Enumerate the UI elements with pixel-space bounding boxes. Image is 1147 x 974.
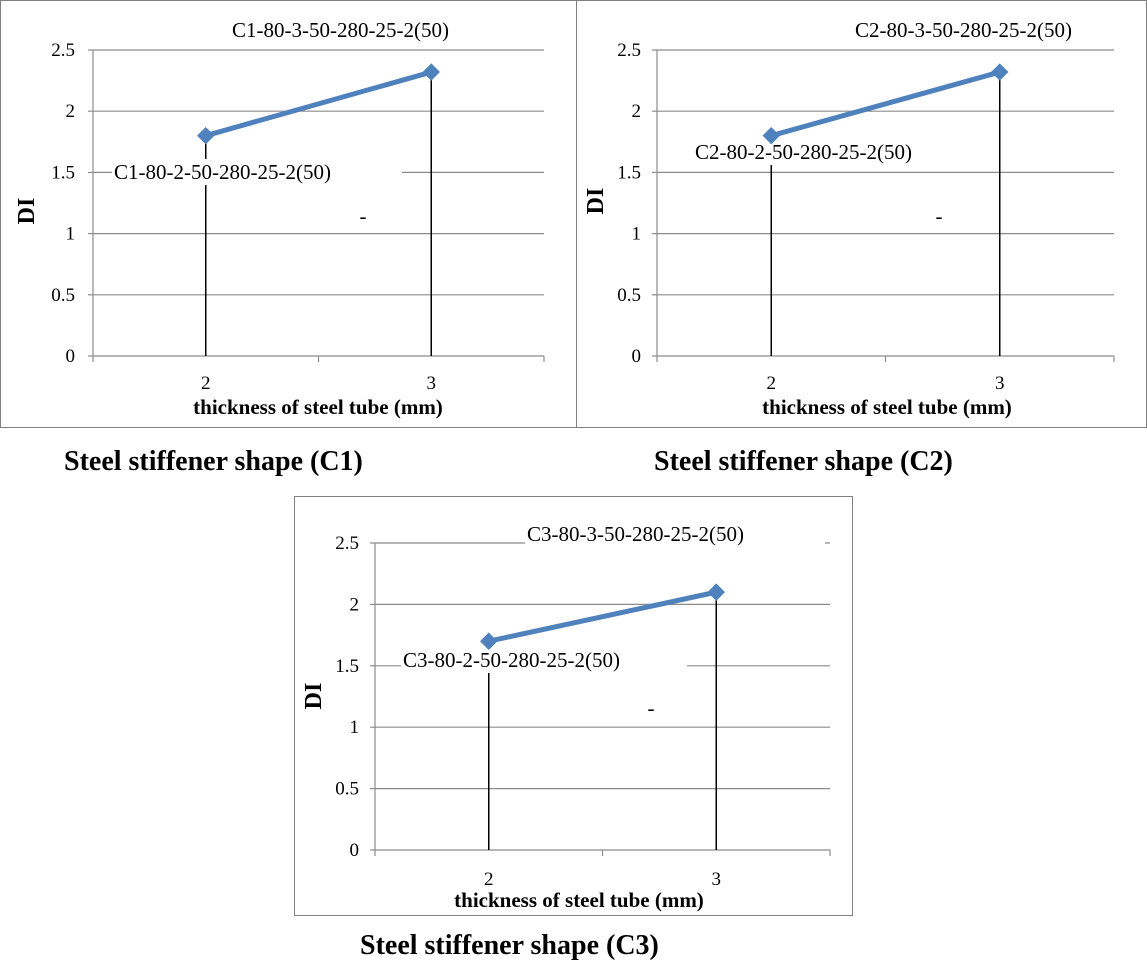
data-point-marker: [197, 126, 215, 145]
y-tick-label: 0: [350, 840, 360, 861]
x-tick-label: 2: [484, 869, 494, 890]
y-tick-label: 2.5: [335, 533, 359, 554]
y-tick-label: 1.5: [51, 162, 75, 183]
x-tick-label: 2: [767, 373, 777, 394]
chart-c2-caption: Steel stiffener shape (C2): [654, 446, 953, 477]
y-tick-label: 2: [350, 594, 360, 615]
data-point-marker: [991, 63, 1009, 81]
y-tick-label: 1: [632, 224, 642, 245]
data-label: C2-80-3-50-280-25-2(50): [855, 18, 1072, 42]
data-label-background: [853, 17, 1145, 43]
data-point-marker: [422, 63, 440, 81]
annotation: -: [648, 696, 655, 720]
y-tick-label: 1.5: [617, 162, 641, 183]
y-tick-label: 2: [632, 101, 642, 122]
series-line: [768, 69, 1003, 139]
x-tick-label: 3: [427, 373, 437, 394]
data-label: C2-80-2-50-280-25-2(50): [695, 140, 912, 164]
x-axis-title: thickness of steel tube (mm): [454, 888, 704, 912]
data-point-marker: [480, 632, 498, 650]
chart-c1-frame: 0 0.5 1 1.5 2 2.5 C1-80-2-50-280-25-2(50) C1-80…: [0, 0, 577, 428]
series-line: [203, 69, 434, 139]
chart-c2-frame: 0 0.5 1 1.5 2 2.5 C2-80-2-50-280-25-2(50) C2-80…: [576, 0, 1147, 428]
y-tick-label: 2.5: [51, 40, 75, 61]
annotation: -: [360, 204, 367, 228]
data-label-background: [693, 139, 977, 165]
y-tick-label: 0.5: [617, 285, 641, 306]
chart-c1-svg: 0 0.5 1 1.5 2 2.5 C1-80-2-50-280-25-2(50) C1-80…: [14, 17, 545, 419]
y-tick-label: 1.5: [335, 656, 359, 677]
x-tick-label: 2: [201, 373, 211, 394]
y-tick-label: 1: [350, 717, 360, 738]
y-axis-title: DI: [301, 683, 327, 710]
x-axis-title: thickness of steel tube (mm): [762, 395, 1012, 419]
data-label-background: [230, 17, 522, 43]
data-label: C3-80-2-50-280-25-2(50): [403, 648, 620, 672]
y-tick-label: 0: [632, 346, 642, 367]
y-tick-label: 2.5: [617, 40, 641, 61]
data-point-marker: [762, 126, 780, 145]
data-label-background: [525, 521, 825, 547]
chart-c2-svg: 0 0.5 1 1.5 2 2.5 C2-80-2-50-280-25-2(50) C2-80…: [583, 17, 1145, 419]
y-tick-label: 0.5: [51, 285, 75, 306]
chart-c1-caption: Steel stiffener shape (C1): [64, 446, 363, 477]
data-label: C1-80-3-50-280-25-2(50): [232, 18, 449, 42]
chart-c3-frame: 0 0.5 1 1.5 2 2.5 C3-80-2-50-280-25-2(50) C3-80…: [294, 496, 853, 916]
chart-c3-svg: 0 0.5 1 1.5 2 2.5 C3-80-2-50-280-25-2(50) C3-80…: [301, 521, 831, 912]
data-point-marker: [707, 583, 725, 601]
chart-c3-caption: Steel stiffener shape (C3): [360, 930, 659, 961]
y-tick-label: 0.5: [335, 779, 359, 800]
data-label-background: [401, 647, 687, 673]
x-tick-label: 3: [995, 373, 1005, 394]
y-axis-title: DI: [583, 188, 609, 215]
x-axis-title: thickness of steel tube (mm): [193, 395, 443, 419]
annotation: -: [936, 204, 943, 228]
y-axis-title: DI: [14, 198, 40, 225]
data-label-background: [112, 159, 402, 185]
data-label: C3-80-3-50-280-25-2(50): [527, 522, 744, 546]
data-label: C1-80-2-50-280-25-2(50): [114, 160, 331, 184]
y-tick-label: 0: [66, 346, 76, 367]
x-tick-label: 3: [712, 869, 722, 890]
y-tick-label: 2: [66, 101, 76, 122]
y-tick-label: 1: [66, 224, 76, 245]
series-line: [486, 589, 719, 644]
